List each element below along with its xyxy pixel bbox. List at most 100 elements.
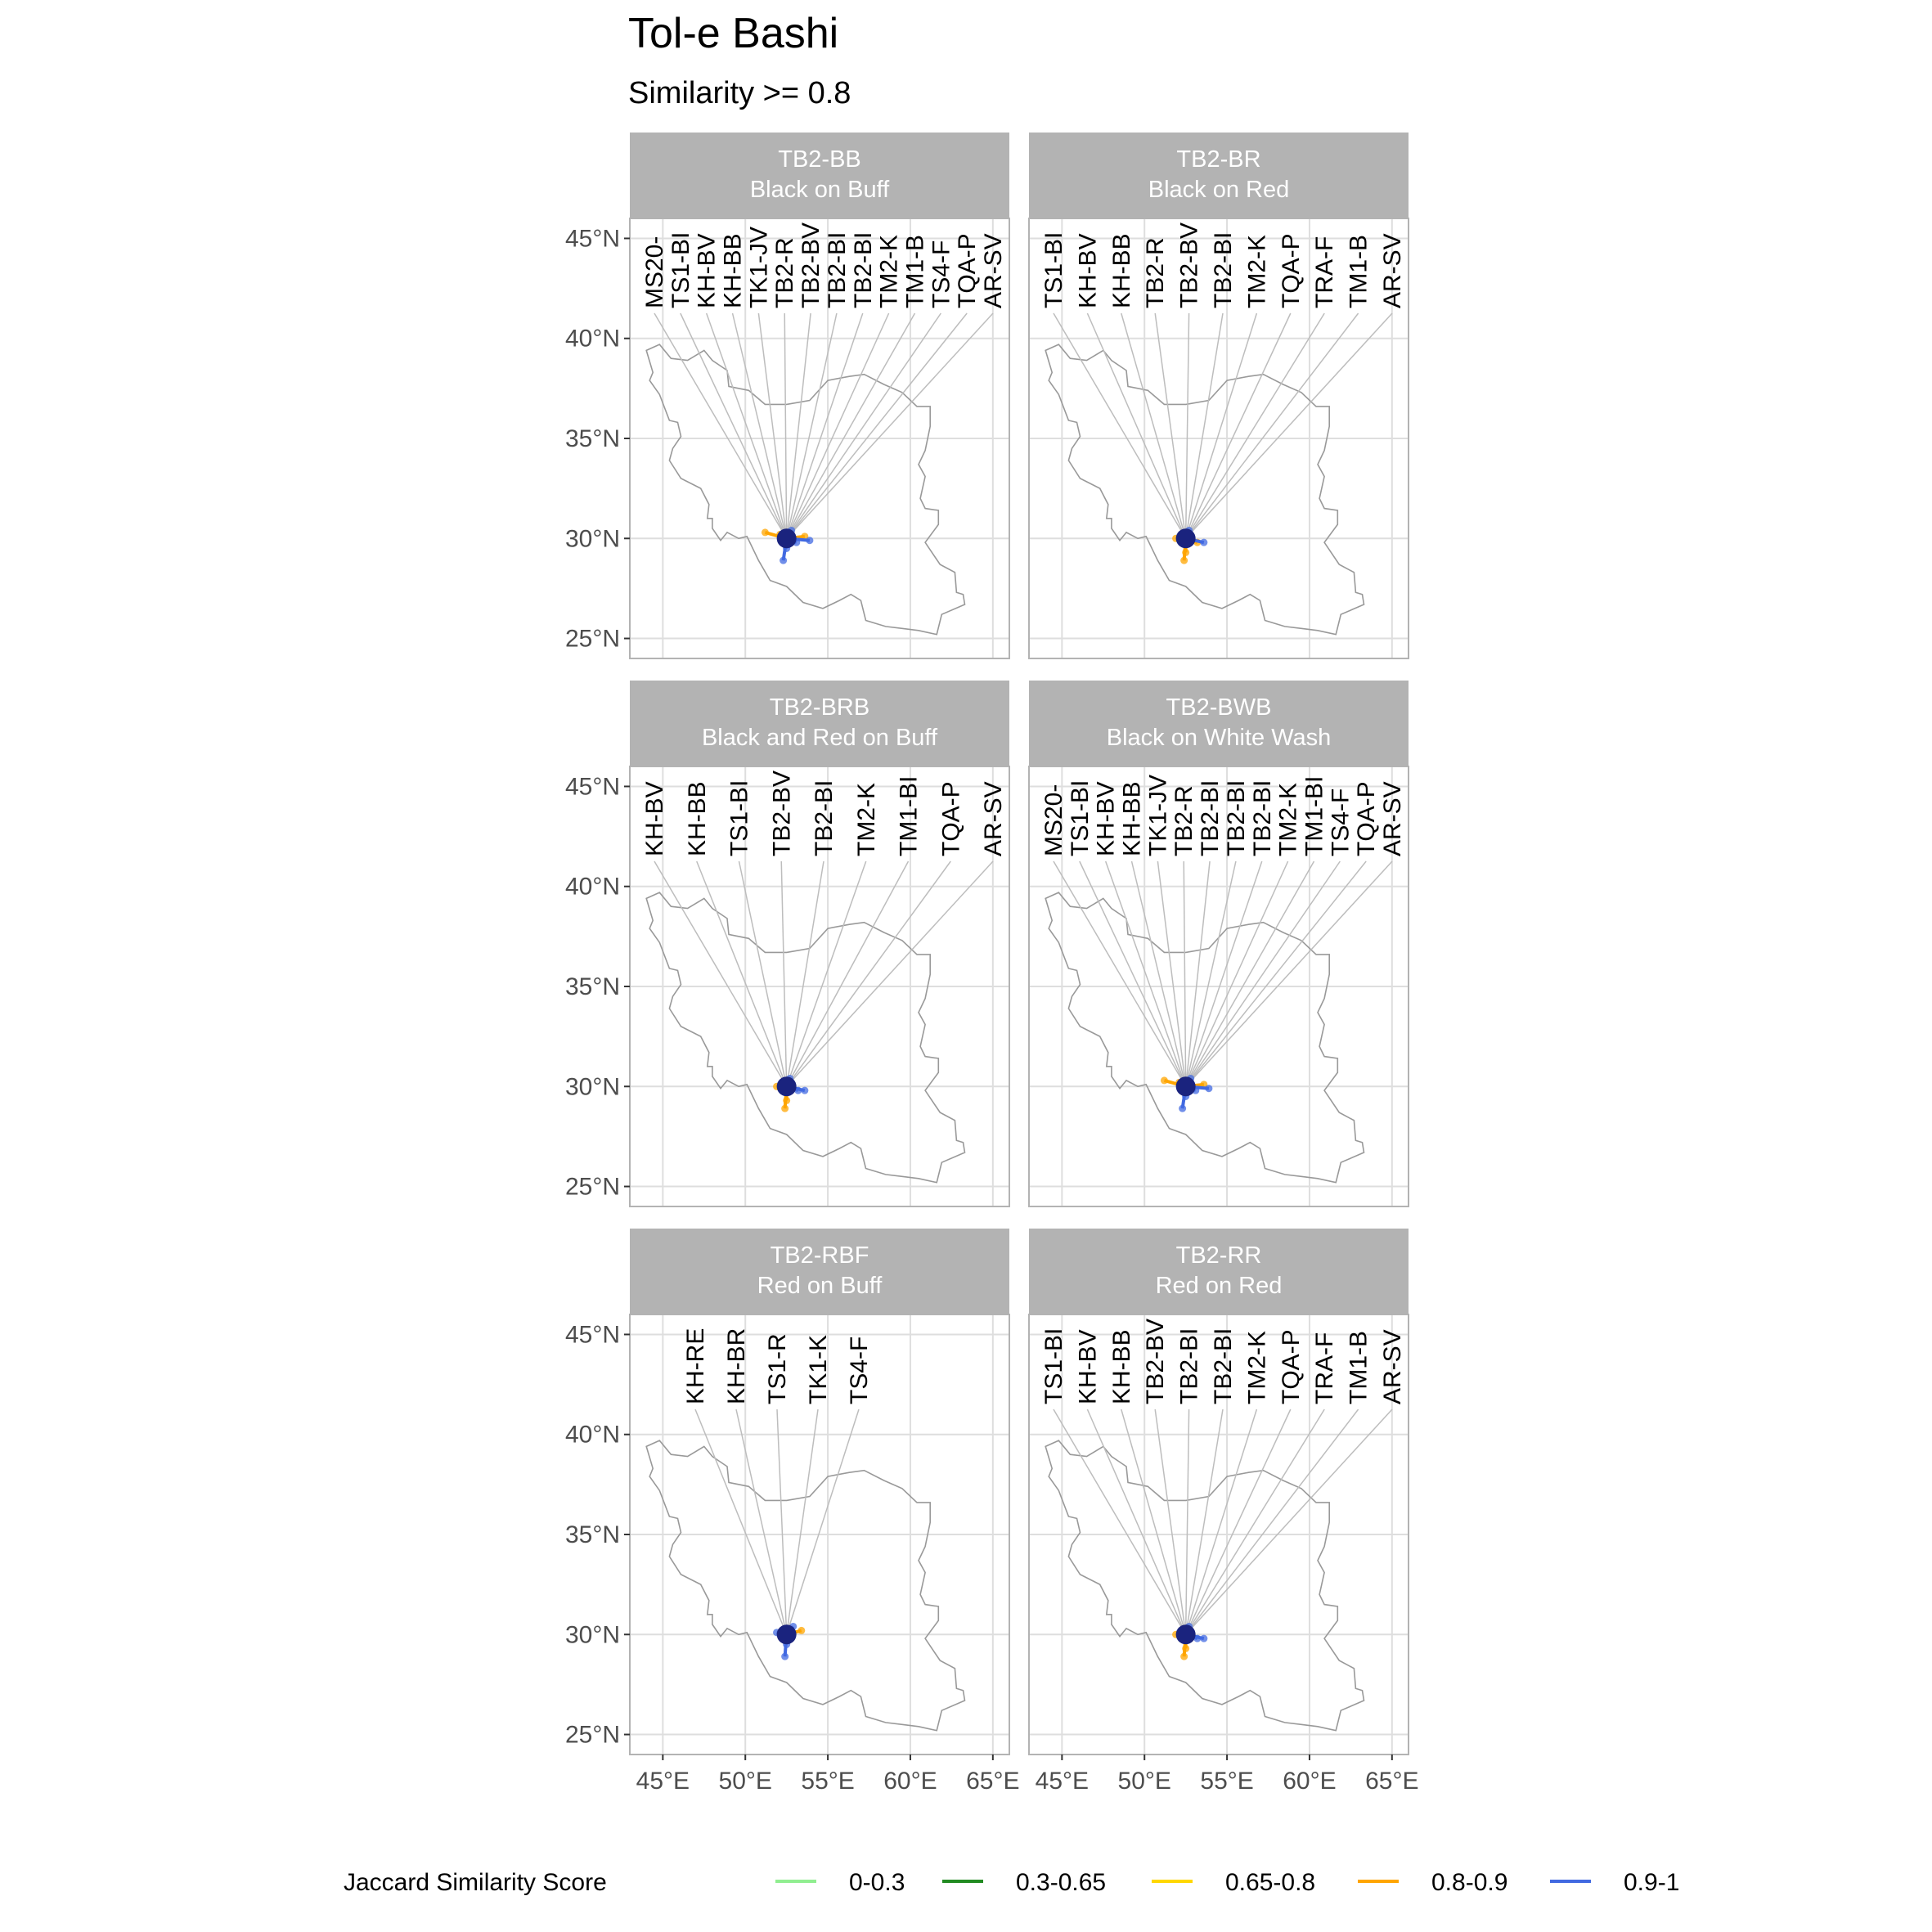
site-label: AR-SV (1379, 233, 1406, 308)
leader-line (1184, 1409, 1292, 1635)
x-tick-label: 60°E (1283, 1768, 1336, 1795)
leader-line (1185, 860, 1367, 1087)
site-label: TB2-BI (1176, 1328, 1203, 1404)
legend-label: 0.8-0.9 (1431, 1869, 1507, 1896)
site-label: AR-SV (1379, 781, 1406, 856)
leader-line (785, 312, 838, 539)
leader-line (1185, 860, 1393, 1087)
facet-panel: TB2-BR Black on Red TS1-BI KH-BV KH-BB TB2-R T… (1028, 133, 1409, 659)
leader-line (1184, 312, 1258, 539)
leader-line (1079, 860, 1187, 1087)
leader-line (654, 860, 788, 1087)
country-outline (645, 892, 966, 1184)
site-label: TS1-BI (1067, 780, 1094, 856)
leader-line (786, 312, 994, 539)
site-label: KH-BB (1119, 781, 1146, 856)
leader-line (780, 860, 788, 1087)
site-label: TM2-K (1275, 783, 1302, 856)
leader-line (786, 860, 951, 1087)
site-label: TQA-P (1278, 233, 1305, 308)
panel-border (1028, 766, 1409, 1207)
leader-line (785, 1409, 819, 1635)
leader-line (785, 860, 824, 1087)
leader-line (694, 1409, 788, 1635)
site-label: TB2-BI (824, 232, 851, 308)
facet-name: Black on Red (1148, 177, 1290, 203)
facet-panel: TB2-RBF Red on Buff KH-RE KH-BR TS1-R TK1-K TS… (565, 1229, 1020, 1795)
origin-site-point (776, 1624, 797, 1645)
site-label: TK1-JV (1144, 775, 1171, 856)
site-point (798, 1626, 806, 1634)
leader-line (1184, 860, 1289, 1087)
leader-line (1184, 860, 1211, 1087)
site-label: TRA-F (1311, 236, 1338, 308)
y-tick-label: 40°N (565, 874, 620, 901)
site-label: TS1-BI (726, 780, 753, 856)
y-tick-label: 45°N (565, 773, 620, 800)
leader-line (1185, 1409, 1359, 1635)
site-label: TB2-BI (1210, 1328, 1237, 1404)
facet-code: TB2-BRB (770, 694, 869, 721)
site-point (761, 528, 769, 537)
site-label: TS4-F (1327, 789, 1354, 856)
site-label: TM2-K (876, 235, 903, 308)
site-label: KH-BB (1108, 233, 1135, 308)
site-label: TRA-F (1311, 1332, 1338, 1404)
country-outline (645, 344, 966, 636)
site-label: TB2-BV (768, 771, 795, 856)
panel-border (1028, 1314, 1409, 1755)
leader-line (1184, 312, 1292, 539)
legend-label: 0.65-0.8 (1225, 1869, 1315, 1896)
site-label: TS4-F (928, 240, 955, 308)
site-label: KH-BV (1074, 233, 1101, 308)
x-tick-label: 65°E (1365, 1768, 1418, 1795)
site-label: TM1-B (1346, 1331, 1373, 1404)
site-label: TB2-BV (1142, 1319, 1169, 1404)
leader-line (1053, 1409, 1187, 1635)
site-label: TB2-BI (1210, 232, 1237, 308)
leader-line (1184, 860, 1263, 1087)
leader-line (1185, 312, 1359, 539)
origin-site-point (1175, 1624, 1196, 1645)
site-point (781, 1652, 789, 1660)
site-label: TB2-R (1142, 237, 1169, 308)
leader-line (776, 1409, 788, 1635)
leader-line (654, 312, 788, 539)
leader-line (786, 312, 968, 539)
y-tick-label: 45°N (565, 225, 620, 252)
leader-line (1130, 860, 1187, 1087)
leader-line (786, 312, 941, 539)
site-label: MS20- (641, 236, 668, 308)
leader-line (1185, 312, 1393, 539)
leader-line (785, 312, 811, 539)
leader-line (1157, 860, 1187, 1087)
legend-label: 0.3-0.65 (1016, 1869, 1106, 1896)
legend-label: 0-0.3 (849, 1869, 905, 1896)
panel-border (1028, 218, 1409, 659)
site-label: TM1-BI (896, 776, 923, 856)
x-tick-label: 50°E (719, 1768, 772, 1795)
legend-items: 0-0.3 0.3-0.65 0.65-0.8 0.8-0.9 0.9-1 (775, 1869, 1679, 1896)
legend-title: Jaccard Similarity Score (344, 1869, 607, 1896)
facet-code: TB2-RBF (771, 1242, 869, 1269)
site-label: TQA-P (954, 233, 981, 308)
x-tick-label: 55°E (1200, 1768, 1253, 1795)
facet-panel: TB2-RR Red on Red TS1-BI KH-BV KH-BB TB2-BV TB… (1028, 1229, 1419, 1795)
x-tick-label: 45°E (1036, 1768, 1089, 1795)
facet-name: Black on White Wash (1107, 725, 1332, 751)
site-label: TS1-BI (1040, 1328, 1067, 1404)
leader-line (1154, 312, 1187, 539)
site-label: TM2-K (1243, 1331, 1270, 1404)
country-outline (1045, 1440, 1365, 1732)
y-tick-label: 30°N (565, 1621, 620, 1648)
x-tick-label: 50°E (1118, 1768, 1171, 1795)
site-label: KH-RE (682, 1328, 709, 1404)
site-point (1205, 1085, 1213, 1093)
leader-line (1185, 1409, 1393, 1635)
facet-strip (1029, 1229, 1409, 1314)
site-label: KH-BV (1093, 781, 1120, 856)
site-label: TS1-BI (1040, 232, 1067, 308)
site-point (780, 556, 788, 564)
facet-code: TB2-BB (778, 146, 861, 173)
leader-line (1184, 312, 1190, 539)
